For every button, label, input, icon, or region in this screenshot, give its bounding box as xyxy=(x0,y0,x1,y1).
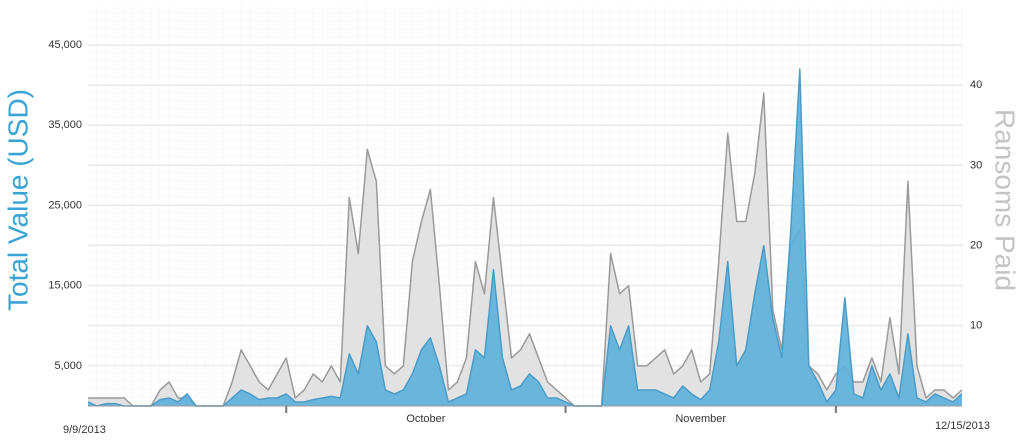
y2-tick-label: 30 xyxy=(970,159,982,171)
y2-axis-title: Ransoms Paid xyxy=(990,109,1021,291)
y2-tick-label: 40 xyxy=(970,79,982,91)
area xyxy=(88,93,962,406)
area-line xyxy=(88,92,963,407)
y-axis-title: Total Value (USD) xyxy=(2,89,33,311)
area-line xyxy=(87,68,963,407)
x-end-label: 12/15/2013 xyxy=(935,420,990,432)
x-tick-label: November xyxy=(675,413,726,425)
y-tick-label: 5,000 xyxy=(54,360,82,372)
y-tick-label: 25,000 xyxy=(48,199,82,211)
y-tick-label: 15,000 xyxy=(48,280,82,292)
y2-tick-label: 10 xyxy=(970,320,982,332)
x-start-label: 9/9/2013 xyxy=(63,424,106,436)
y-tick-label: 45,000 xyxy=(48,39,82,51)
y-tick-label: 35,000 xyxy=(48,119,82,131)
x-tick-label: October xyxy=(406,413,445,425)
y2-tick-label: 20 xyxy=(970,240,982,252)
